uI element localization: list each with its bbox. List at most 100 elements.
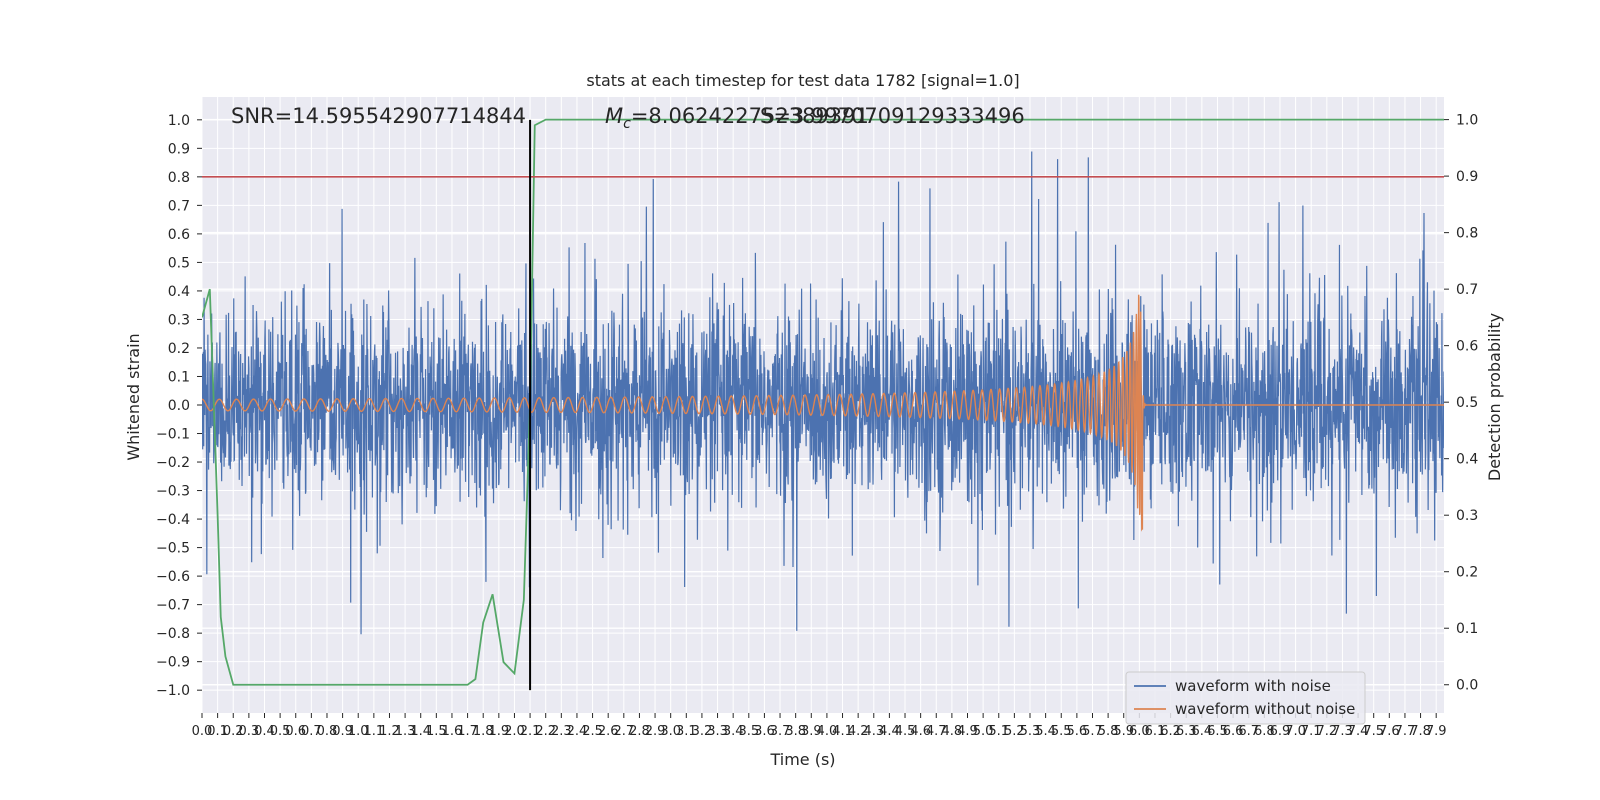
y-tick-label: 0.7 xyxy=(168,198,190,214)
y-axis-right-ticks: 1.0 0.9 0.8 0.7 0.6 0.5 0.4 0.3 0.2 0.1 0.0 xyxy=(1444,113,1478,694)
x-tick-label: 0.4 xyxy=(254,724,275,739)
x-tick-label: 3.8 xyxy=(785,724,806,739)
x-tick-label: 7.0 xyxy=(1285,724,1306,739)
y-tick-label-right: 0.9 xyxy=(1456,169,1478,185)
x-tick-label: 5.7 xyxy=(1082,724,1103,739)
y-axis-left-ticks: 1.0 0.9 0.8 0.7 0.6 0.5 0.4 0.3 0.2 0.1 0.0 −0.1 −0.… xyxy=(156,113,202,699)
y-tick-label: 0.2 xyxy=(168,341,190,357)
y-tick-label: −0.2 xyxy=(156,455,190,471)
y-tick-label-right: 0.6 xyxy=(1456,339,1478,355)
x-tick-label: 0.5 xyxy=(270,724,291,739)
x-tick-label: 6.9 xyxy=(1270,724,1291,739)
y-tick-label: 0.4 xyxy=(168,284,190,300)
x-tick-label: 4.4 xyxy=(879,724,900,739)
x-tick-label: 7.8 xyxy=(1410,724,1431,739)
snr-annotation: SNR=14.595542907714844 xyxy=(231,104,526,128)
series-waveform-without-noise xyxy=(202,294,1444,532)
x-tick-label: 2.5 xyxy=(582,724,603,739)
x-tick-label: 7.1 xyxy=(1301,724,1322,739)
y-tick-label-right: 0.0 xyxy=(1456,678,1478,694)
x-tick-label: 4.1 xyxy=(832,724,853,739)
x-tick-label: 0.3 xyxy=(239,724,260,739)
x-tick-label: 6.6 xyxy=(1223,724,1244,739)
x-tick-label: 6.2 xyxy=(1160,724,1181,739)
series-waveform-with-noise xyxy=(202,151,1444,635)
x-tick-label: 4.8 xyxy=(942,724,963,739)
x-tick-label: 7.9 xyxy=(1426,724,1447,739)
x-tick-label: 5.2 xyxy=(1004,724,1025,739)
x-tick-label: 2.2 xyxy=(535,724,556,739)
x-tick-label: 2.6 xyxy=(598,724,619,739)
x-tick-label: 5.5 xyxy=(1051,724,1072,739)
x-tick-label: 6.8 xyxy=(1254,724,1275,739)
x-tick-label: 1.9 xyxy=(488,724,509,739)
x-tick-label: 4.7 xyxy=(926,724,947,739)
chirp-mass-value: =8.062422752389391 xyxy=(631,104,869,128)
x-tick-label: 4.3 xyxy=(863,724,884,739)
x-tick-label: 4.9 xyxy=(957,724,978,739)
y-tick-label-right: 0.1 xyxy=(1456,621,1478,637)
x-tick-label: 7.4 xyxy=(1348,724,1369,739)
x-tick-label: 2.3 xyxy=(551,724,572,739)
x-tick-label: 3.1 xyxy=(676,724,697,739)
x-tick-label: 6.7 xyxy=(1238,724,1259,739)
x-tick-label: 4.2 xyxy=(848,724,869,739)
x-tick-label: 5.8 xyxy=(1098,724,1119,739)
x-tick-label: 1.0 xyxy=(348,724,369,739)
noise-line xyxy=(202,151,1444,635)
x-tick-label: 7.3 xyxy=(1332,724,1353,739)
x-tick-label: 5.4 xyxy=(1035,724,1056,739)
y-tick-label-right: 0.8 xyxy=(1456,226,1478,242)
y-tick-label: 0.9 xyxy=(168,141,190,157)
x-tick-label: 2.7 xyxy=(613,724,634,739)
x-tick-label: 0.8 xyxy=(317,724,338,739)
x-tick-label: 7.6 xyxy=(1379,724,1400,739)
x-tick-label: 1.4 xyxy=(410,724,431,739)
y-axis-label-left: Whitened strain xyxy=(124,333,143,460)
x-tick-label: 3.6 xyxy=(754,724,775,739)
x-tick-label: 4.0 xyxy=(817,724,838,739)
y-tick-label: −0.3 xyxy=(156,484,190,500)
x-axis-ticks: 0.00.10.20.30.40.50.60.70.80.91.01.11.21… xyxy=(192,713,1447,739)
y-tick-label: 0.5 xyxy=(168,255,190,271)
x-tick-label: 1.7 xyxy=(457,724,478,739)
y-tick-label: −0.9 xyxy=(156,655,190,671)
x-tick-label: 1.1 xyxy=(364,724,385,739)
x-tick-label: 1.2 xyxy=(379,724,400,739)
x-tick-label: 2.9 xyxy=(645,724,666,739)
x-axis-label: Time (s) xyxy=(769,750,835,769)
y-axis-label-right: Detection probability xyxy=(1485,313,1504,481)
y-tick-label: 0.8 xyxy=(168,170,190,186)
x-tick-label: 1.6 xyxy=(442,724,463,739)
x-tick-label: 0.2 xyxy=(223,724,244,739)
x-tick-label: 6.0 xyxy=(1129,724,1150,739)
chirp-mass-subscript: c xyxy=(623,116,631,132)
x-tick-label: 1.3 xyxy=(395,724,416,739)
legend: waveform with noise waveform without noi… xyxy=(1125,671,1366,725)
x-tick-label: 7.2 xyxy=(1316,724,1337,739)
x-tick-label: 1.5 xyxy=(426,724,447,739)
x-tick-label: 7.7 xyxy=(1395,724,1416,739)
series-detection-probability xyxy=(202,118,1444,686)
x-tick-label: 2.8 xyxy=(629,724,650,739)
y-tick-label: 0.6 xyxy=(168,227,190,243)
y-tick-label: −0.6 xyxy=(156,569,190,585)
x-tick-label: 2.1 xyxy=(520,724,541,739)
x-tick-label: 5.0 xyxy=(973,724,994,739)
legend-label-with-noise: waveform with noise xyxy=(1175,677,1331,695)
x-tick-label: 2.0 xyxy=(504,724,525,739)
x-tick-label: 1.8 xyxy=(473,724,494,739)
y-tick-label: 0.3 xyxy=(168,312,190,328)
x-tick-label: 3.2 xyxy=(692,724,713,739)
y-tick-label-right: 0.7 xyxy=(1456,282,1478,298)
x-tick-label: 2.4 xyxy=(567,724,588,739)
y-tick-label: −0.7 xyxy=(156,598,190,614)
y-tick-label: −1.0 xyxy=(156,683,190,699)
x-tick-label: 4.5 xyxy=(895,724,916,739)
x-tick-label: 3.3 xyxy=(707,724,728,739)
x-tick-label: 5.9 xyxy=(1113,724,1134,739)
x-tick-label: 4.6 xyxy=(910,724,931,739)
x-tick-label: 0.6 xyxy=(285,724,306,739)
y-tick-label-right: 0.3 xyxy=(1456,508,1478,524)
